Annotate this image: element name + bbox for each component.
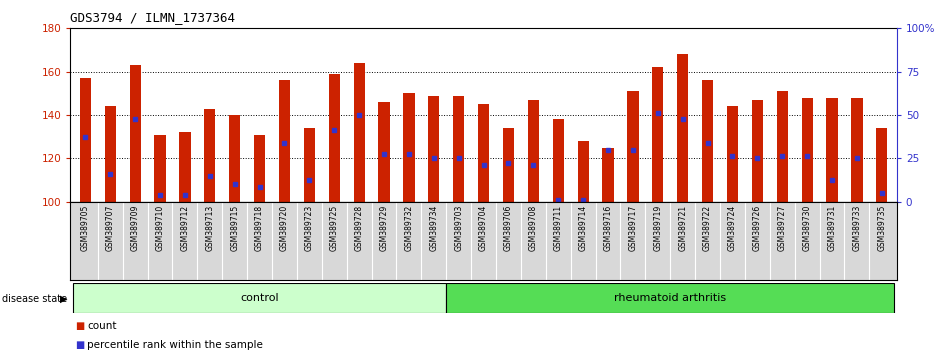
Bar xyxy=(378,102,390,202)
Bar xyxy=(826,98,838,202)
Text: GDS3794 / ILMN_1737364: GDS3794 / ILMN_1737364 xyxy=(70,11,236,24)
Bar xyxy=(73,283,446,313)
Bar xyxy=(577,141,589,202)
Text: GSM389718: GSM389718 xyxy=(255,205,264,251)
Text: GSM389724: GSM389724 xyxy=(728,205,737,251)
Bar xyxy=(104,106,115,202)
Bar xyxy=(553,119,563,202)
Text: GSM389710: GSM389710 xyxy=(156,205,164,251)
Text: GSM389717: GSM389717 xyxy=(628,205,638,251)
Text: GSM389729: GSM389729 xyxy=(379,205,389,251)
Text: GSM389708: GSM389708 xyxy=(529,205,538,251)
Bar xyxy=(777,91,788,202)
Bar xyxy=(677,54,688,202)
Text: GSM389715: GSM389715 xyxy=(230,205,239,251)
Text: GSM389727: GSM389727 xyxy=(777,205,787,251)
Bar xyxy=(404,93,414,202)
Text: control: control xyxy=(240,293,279,303)
Bar xyxy=(727,106,738,202)
Text: GSM389709: GSM389709 xyxy=(131,205,140,251)
Bar xyxy=(428,96,439,202)
Text: rheumatoid arthritis: rheumatoid arthritis xyxy=(614,293,726,303)
Text: ■: ■ xyxy=(75,340,85,350)
Bar xyxy=(130,65,141,202)
Bar xyxy=(653,67,664,202)
Text: GSM389721: GSM389721 xyxy=(678,205,687,251)
Bar xyxy=(446,283,894,313)
Text: GSM389734: GSM389734 xyxy=(429,205,439,251)
Bar xyxy=(528,100,539,202)
Text: GSM389730: GSM389730 xyxy=(803,205,811,251)
Bar xyxy=(303,128,315,202)
Text: GSM389728: GSM389728 xyxy=(355,205,363,251)
Text: GSM389712: GSM389712 xyxy=(180,205,190,251)
Bar xyxy=(876,128,887,202)
Text: GSM389735: GSM389735 xyxy=(877,205,886,251)
Text: GSM389705: GSM389705 xyxy=(81,205,90,251)
Bar xyxy=(802,98,813,202)
Bar xyxy=(752,100,763,202)
Text: GSM389719: GSM389719 xyxy=(654,205,662,251)
Bar xyxy=(478,104,489,202)
Text: GSM389706: GSM389706 xyxy=(504,205,513,251)
Text: GSM389733: GSM389733 xyxy=(853,205,861,251)
Text: GSM389731: GSM389731 xyxy=(827,205,837,251)
Text: disease state: disease state xyxy=(2,294,67,304)
Bar xyxy=(254,135,265,202)
Bar xyxy=(229,115,240,202)
Bar xyxy=(503,128,514,202)
Bar xyxy=(154,135,165,202)
Text: GSM389716: GSM389716 xyxy=(604,205,612,251)
Text: percentile rank within the sample: percentile rank within the sample xyxy=(87,340,263,350)
Bar xyxy=(179,132,191,202)
Text: GSM389711: GSM389711 xyxy=(554,205,562,251)
Text: GSM389722: GSM389722 xyxy=(703,205,712,251)
Bar xyxy=(279,80,290,202)
Bar xyxy=(329,74,340,202)
Text: GSM389725: GSM389725 xyxy=(330,205,339,251)
Bar xyxy=(852,98,863,202)
Text: GSM389726: GSM389726 xyxy=(753,205,762,251)
Bar xyxy=(702,80,714,202)
Bar xyxy=(80,78,91,202)
Bar xyxy=(204,109,215,202)
Text: GSM389723: GSM389723 xyxy=(305,205,314,251)
Text: GSM389707: GSM389707 xyxy=(106,205,115,251)
Text: ▶: ▶ xyxy=(60,294,68,304)
Text: GSM389714: GSM389714 xyxy=(578,205,588,251)
Text: count: count xyxy=(87,321,116,331)
Bar xyxy=(627,91,639,202)
Bar xyxy=(354,63,364,202)
Text: ■: ■ xyxy=(75,321,85,331)
Bar xyxy=(603,148,613,202)
Bar xyxy=(454,96,464,202)
Text: GSM389732: GSM389732 xyxy=(405,205,413,251)
Text: GSM389703: GSM389703 xyxy=(454,205,463,251)
Text: GSM389720: GSM389720 xyxy=(280,205,289,251)
Text: GSM389713: GSM389713 xyxy=(206,205,214,251)
Text: GSM389704: GSM389704 xyxy=(479,205,488,251)
